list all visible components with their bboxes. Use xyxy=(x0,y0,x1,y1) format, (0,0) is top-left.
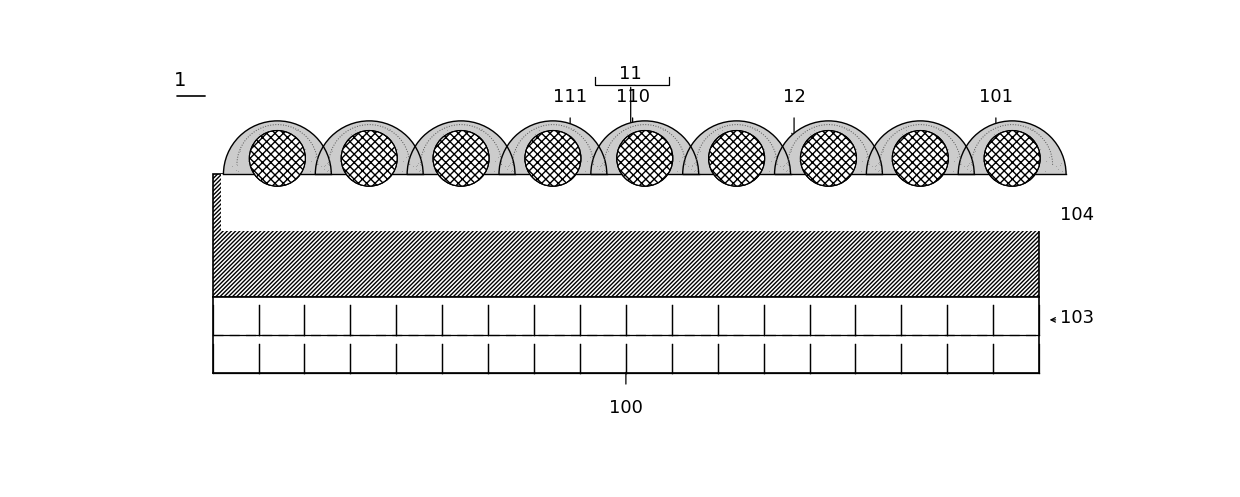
Bar xyxy=(221,174,334,231)
Text: 12: 12 xyxy=(782,88,806,106)
Ellipse shape xyxy=(708,131,765,186)
Bar xyxy=(864,174,977,231)
Ellipse shape xyxy=(341,131,397,186)
Ellipse shape xyxy=(498,121,606,228)
Text: 103: 103 xyxy=(1060,309,1095,327)
Ellipse shape xyxy=(775,121,883,228)
Ellipse shape xyxy=(959,121,1066,228)
Ellipse shape xyxy=(407,121,515,228)
Ellipse shape xyxy=(683,121,791,228)
Bar xyxy=(213,297,1039,373)
Bar xyxy=(213,174,1039,297)
Ellipse shape xyxy=(616,131,673,186)
Bar xyxy=(312,174,425,231)
Ellipse shape xyxy=(985,131,1040,186)
Bar xyxy=(956,174,1069,231)
Text: 100: 100 xyxy=(609,400,642,417)
Ellipse shape xyxy=(315,121,423,228)
Text: 111: 111 xyxy=(553,88,588,106)
Ellipse shape xyxy=(433,131,489,186)
Ellipse shape xyxy=(223,121,331,228)
Ellipse shape xyxy=(867,121,975,228)
Ellipse shape xyxy=(800,131,857,186)
Text: 11: 11 xyxy=(619,66,642,83)
Bar xyxy=(680,174,794,231)
Ellipse shape xyxy=(590,121,698,228)
Ellipse shape xyxy=(893,131,949,186)
Text: 110: 110 xyxy=(615,88,650,106)
Bar xyxy=(213,174,1039,297)
Text: 101: 101 xyxy=(978,88,1013,106)
Text: 1: 1 xyxy=(174,71,186,90)
Bar xyxy=(496,174,610,231)
Text: 104: 104 xyxy=(1060,206,1095,224)
Bar xyxy=(404,174,517,231)
Bar xyxy=(771,174,885,231)
Ellipse shape xyxy=(525,131,582,186)
Bar xyxy=(588,174,702,231)
Ellipse shape xyxy=(249,131,305,186)
